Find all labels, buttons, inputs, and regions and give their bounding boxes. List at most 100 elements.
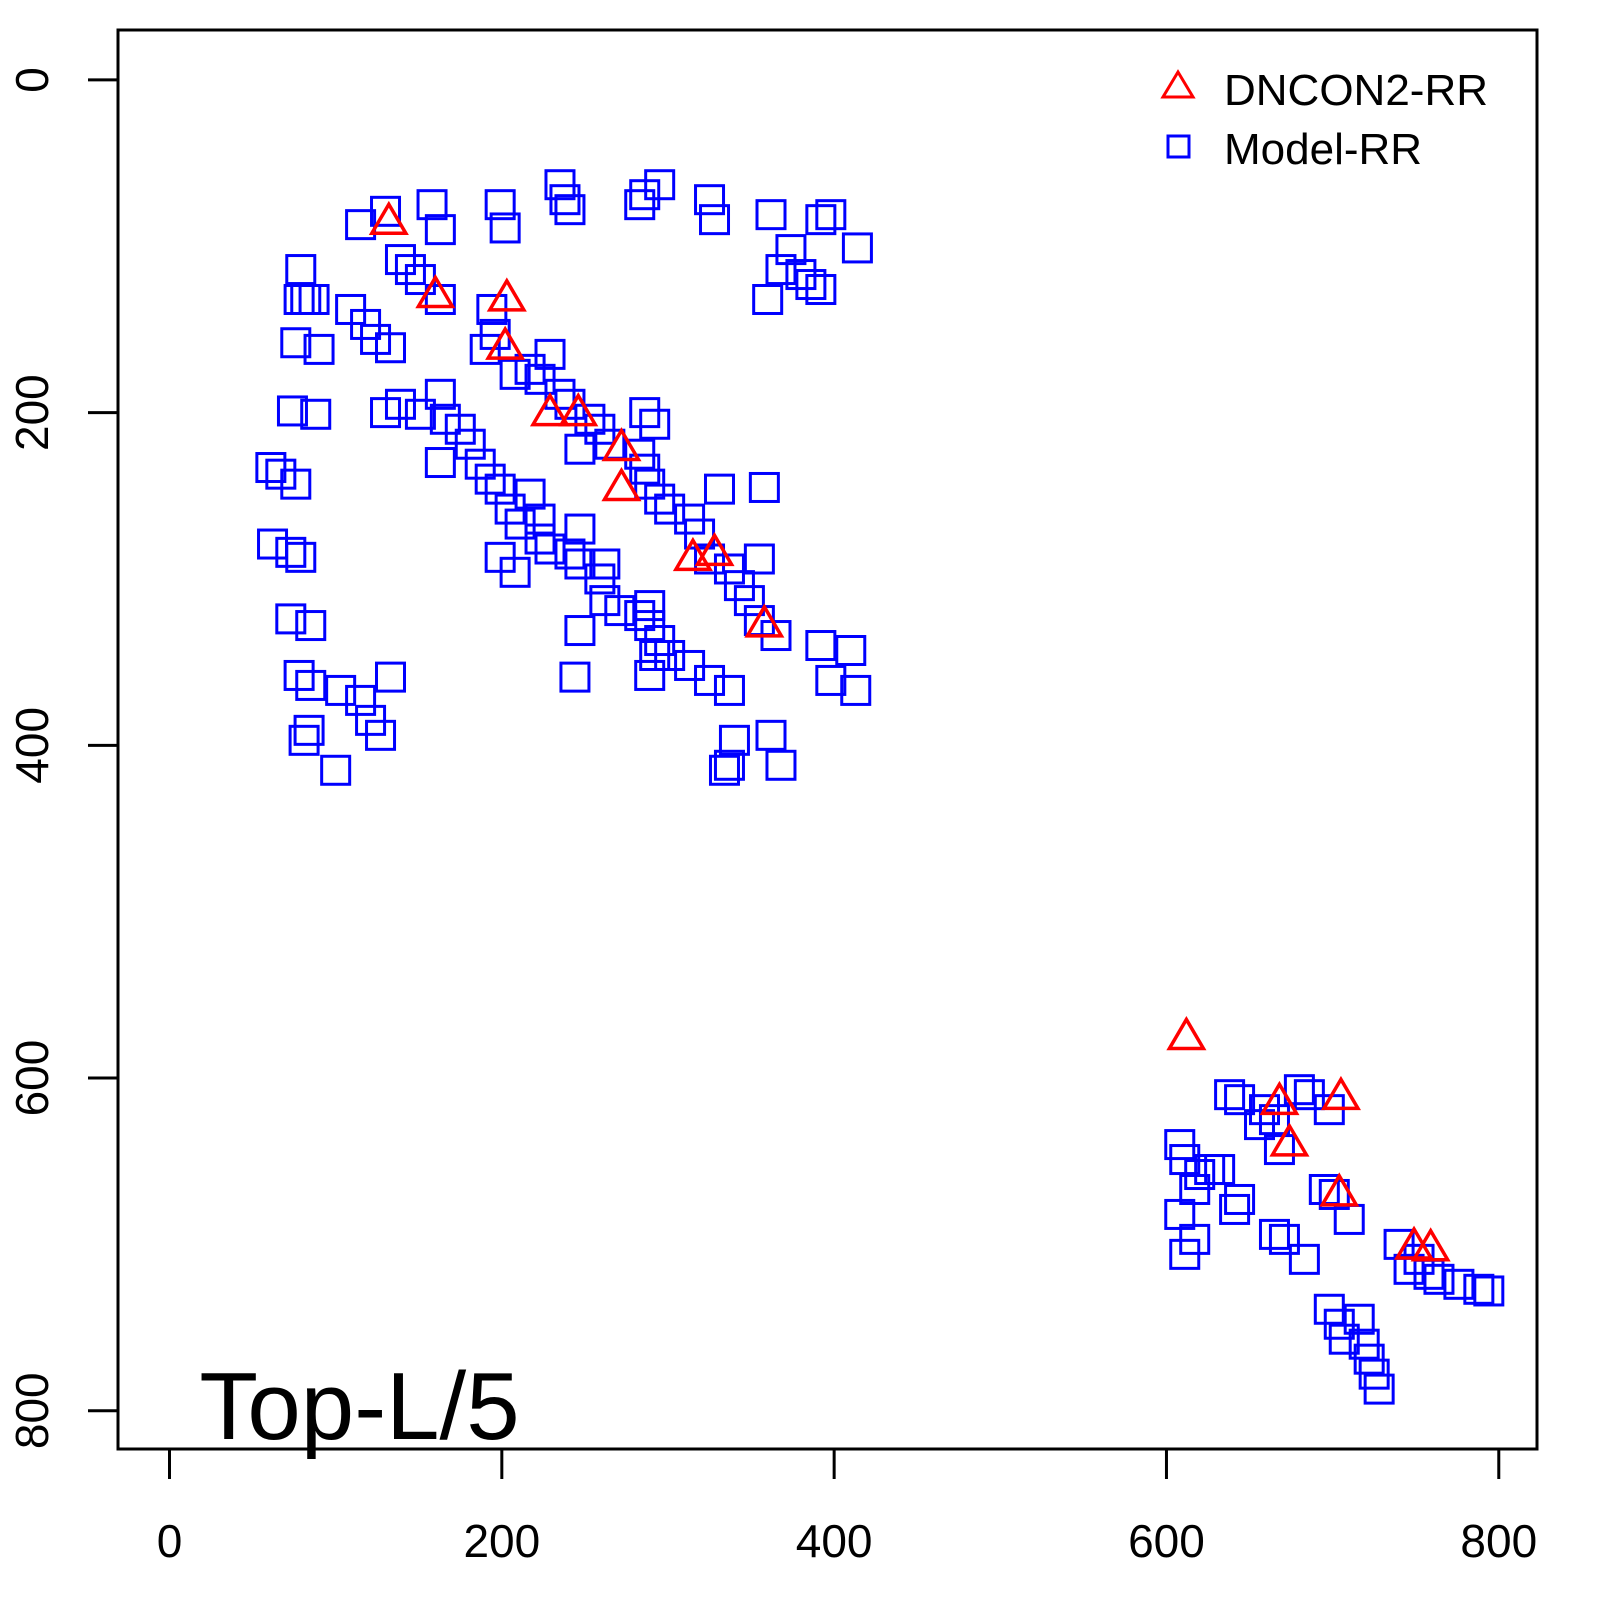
dncon2-rr-point [694, 531, 735, 567]
model-rr-point [805, 274, 837, 306]
model-rr-point [325, 674, 357, 706]
model-rr-point [694, 664, 726, 696]
model-rr-point [835, 635, 867, 667]
model-rr-point [489, 212, 521, 244]
model-rr-point [1219, 1193, 1251, 1225]
dncon2-rr-point [485, 325, 526, 360]
x-tick-label: 600 [1128, 1515, 1205, 1567]
dncon2-rr-point [1319, 1172, 1360, 1207]
model-rr-point [293, 714, 325, 746]
model-rr-point [295, 669, 327, 701]
model-rr-point [375, 332, 407, 364]
model-rr-point [840, 674, 872, 706]
model-rr-point [384, 244, 416, 276]
model-rr-point [1248, 1094, 1280, 1126]
model-rr-point [604, 595, 636, 627]
annotation-label: Top-L/5 [199, 1353, 519, 1460]
model-rr-point [285, 254, 317, 286]
model-rr-point [795, 269, 827, 301]
model-rr-point [815, 199, 847, 231]
model-rr-point [1268, 1223, 1300, 1255]
model-rr-point [1463, 1273, 1495, 1305]
y-tick-label: 400 [6, 707, 58, 784]
model-rr-point [564, 615, 596, 647]
model-rr-point [499, 556, 531, 588]
model-rr-point [424, 378, 456, 410]
model-rr-point [484, 189, 516, 221]
model-rr-point [1214, 1079, 1246, 1111]
model-rr-point [276, 395, 308, 427]
legend-square-icon [1166, 134, 1191, 159]
model-rr-point [699, 204, 731, 236]
dncon2-rr-point [415, 274, 456, 309]
model-rr-point [1443, 1268, 1475, 1300]
x-tick-label: 0 [157, 1515, 183, 1567]
model-rr-point [755, 199, 787, 231]
model-rr-point [1263, 1134, 1295, 1166]
model-rr-point [708, 754, 740, 786]
legend-label-model: Model-RR [1224, 125, 1422, 174]
legend-label-dncon2: DNCON2-RR [1224, 66, 1488, 115]
model-rr-point [1393, 1253, 1425, 1285]
model-rr-point [639, 408, 671, 440]
model-rr-point [469, 333, 501, 365]
y-tick-label: 800 [6, 1372, 58, 1449]
model-rr-point [713, 674, 745, 706]
model-rr-point [283, 659, 315, 691]
model-rr-point [755, 719, 787, 751]
model-rr-point [815, 664, 847, 696]
legend-triangle-icon [1160, 69, 1196, 99]
model-rr-point [624, 189, 656, 221]
dncon2-rr-point [744, 603, 785, 638]
dncon2-rr-point [486, 277, 527, 312]
model-rr-point [280, 468, 312, 500]
model-rr-point [524, 523, 556, 555]
model-rr-point [320, 754, 352, 786]
model-rr-point [280, 327, 312, 359]
plot-frame [116, 28, 1539, 1451]
model-rr-point [1473, 1275, 1505, 1307]
x-tick-label: 800 [1460, 1515, 1537, 1567]
model-rr-point [474, 463, 506, 495]
model-rr-point [1184, 1159, 1216, 1191]
model-rr-point [765, 254, 797, 286]
model-rr-point [1288, 1243, 1320, 1275]
model-rr-point [629, 179, 661, 211]
dncon2-rr-point [368, 200, 409, 236]
model-rr-point [733, 585, 765, 617]
model-rr-point [654, 493, 686, 525]
model-rr-point [424, 447, 456, 479]
model-rr-point [255, 452, 287, 484]
model-rr-point [275, 536, 307, 568]
model-rr-point [524, 503, 556, 535]
data-marks [255, 169, 1505, 1405]
model-rr-point [285, 541, 317, 573]
model-rr-point [694, 184, 726, 216]
model-rr-point [303, 333, 335, 365]
model-rr-point [290, 283, 322, 315]
dncon2-rr-point [558, 392, 599, 427]
dncon2-rr-point [601, 427, 642, 462]
model-rr-point [1179, 1223, 1211, 1255]
y-tick-label: 0 [6, 67, 58, 93]
model-rr-point [454, 428, 486, 460]
model-rr-point [574, 403, 606, 435]
model-rr-point [624, 600, 656, 632]
model-rr-point [805, 630, 837, 662]
model-rr-point [644, 483, 676, 515]
dncon2-rr-point [529, 392, 571, 427]
model-rr-point [775, 234, 807, 266]
model-rr-point [1363, 1373, 1395, 1405]
model-rr-point [713, 553, 745, 585]
model-rr-point [841, 232, 873, 264]
dncon2-rr-point [1410, 1227, 1451, 1262]
model-rr-point [534, 338, 566, 370]
model-rr-point [295, 610, 327, 642]
model-rr-point [554, 194, 586, 226]
model-rr-point [1258, 1218, 1290, 1250]
model-rr-point [283, 283, 315, 315]
model-rr-point [275, 603, 307, 635]
model-rr-point [1258, 1104, 1290, 1136]
model-rr-point [404, 398, 436, 430]
model-rr-point [384, 388, 416, 420]
